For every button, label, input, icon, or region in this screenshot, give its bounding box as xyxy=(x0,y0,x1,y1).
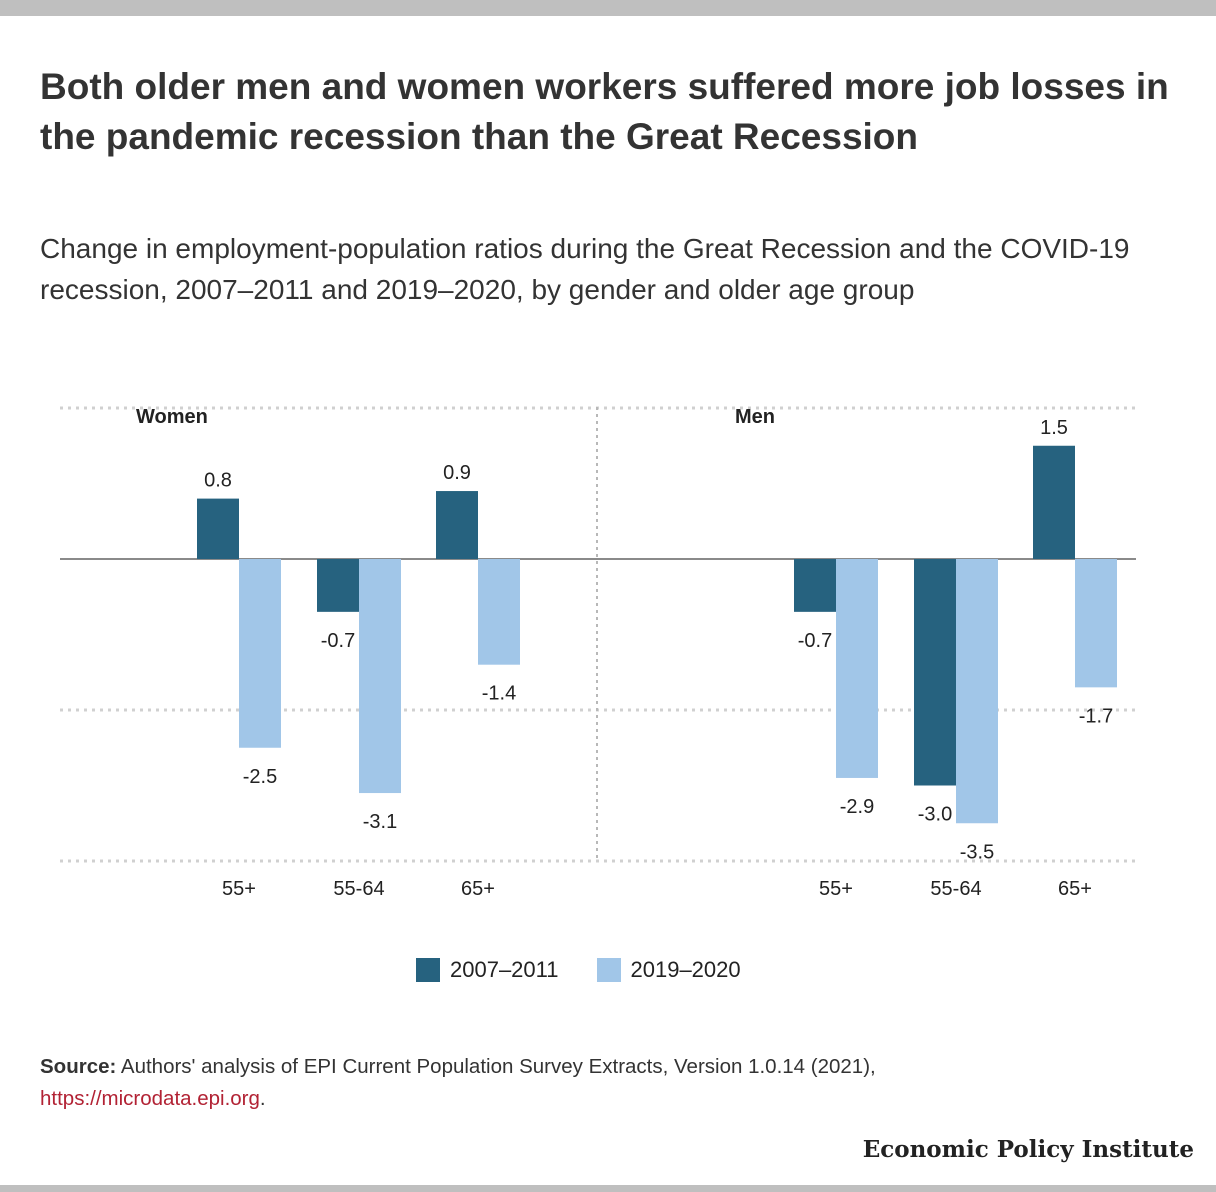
chart-title: Both older men and women workers suffere… xyxy=(40,66,1169,157)
x-tick-label: 55+ xyxy=(222,878,256,900)
source-note: Source: Authors' analysis of EPI Current… xyxy=(40,1051,1040,1115)
bar xyxy=(1075,559,1117,688)
legend-swatch-light xyxy=(596,958,621,982)
data-label: 0.8 xyxy=(204,470,232,492)
bar xyxy=(956,559,998,824)
legend-label: 2007–2011 xyxy=(450,957,559,982)
x-tick-label: 65+ xyxy=(1058,878,1092,900)
bar xyxy=(197,498,239,559)
data-label: -0.7 xyxy=(798,630,832,652)
panel-label: Men xyxy=(735,406,775,428)
bar xyxy=(836,559,878,778)
x-tick-label: 55+ xyxy=(819,878,853,900)
legend-item-2007-2011: 2007–2011 xyxy=(416,957,559,983)
data-label: -2.9 xyxy=(840,796,874,818)
bottom-border xyxy=(0,1185,1216,1192)
data-label: -3.0 xyxy=(918,804,952,826)
bar xyxy=(359,559,401,794)
x-tick-label: 55-64 xyxy=(930,878,981,900)
source-text: Authors' analysis of EPI Current Populat… xyxy=(116,1055,876,1078)
legend-label: 2019–2020 xyxy=(630,957,741,982)
bar-chart: Women 0.8 -2.5 55+ -0.7 -3.1 55-64 0.9 -1.4 65+ Me… xyxy=(60,406,1136,900)
source-label: Source: xyxy=(40,1055,117,1078)
brand-logo: Economic Policy Institute xyxy=(862,1136,1194,1163)
legend-swatch-dark xyxy=(416,958,440,982)
top-border xyxy=(0,0,1216,16)
labels-layer: Women 0.8 -2.5 55+ -0.7 -3.1 55-64 0.9 -1.4 65+ Me… xyxy=(136,406,1113,900)
chart-subtitle: Change in employment-population ratios d… xyxy=(40,233,1130,305)
bar xyxy=(794,559,836,612)
legend: 2007–2011 2019–2020 xyxy=(416,955,779,985)
source-link[interactable]: https://microdata.epi.org xyxy=(40,1087,260,1110)
legend-item-2019-2020: 2019–2020 xyxy=(596,957,741,983)
bar xyxy=(239,559,281,748)
bar xyxy=(1033,445,1075,559)
x-tick-label: 65+ xyxy=(461,878,495,900)
bar xyxy=(914,559,956,786)
data-label: 0.9 xyxy=(443,462,471,484)
data-label: -2.5 xyxy=(243,766,277,788)
bar xyxy=(478,559,520,665)
data-label: 1.5 xyxy=(1040,417,1068,439)
panel-label: Women xyxy=(136,406,208,428)
source-end: . xyxy=(259,1087,266,1110)
bars-layer xyxy=(197,445,1117,824)
bar xyxy=(317,559,359,612)
data-label: -3.5 xyxy=(960,841,994,863)
data-label: -3.1 xyxy=(363,811,397,833)
data-label: -1.4 xyxy=(482,683,516,705)
data-label: -0.7 xyxy=(321,630,355,652)
bar xyxy=(436,491,478,559)
x-tick-label: 55-64 xyxy=(333,878,384,900)
data-label: -1.7 xyxy=(1079,705,1113,727)
